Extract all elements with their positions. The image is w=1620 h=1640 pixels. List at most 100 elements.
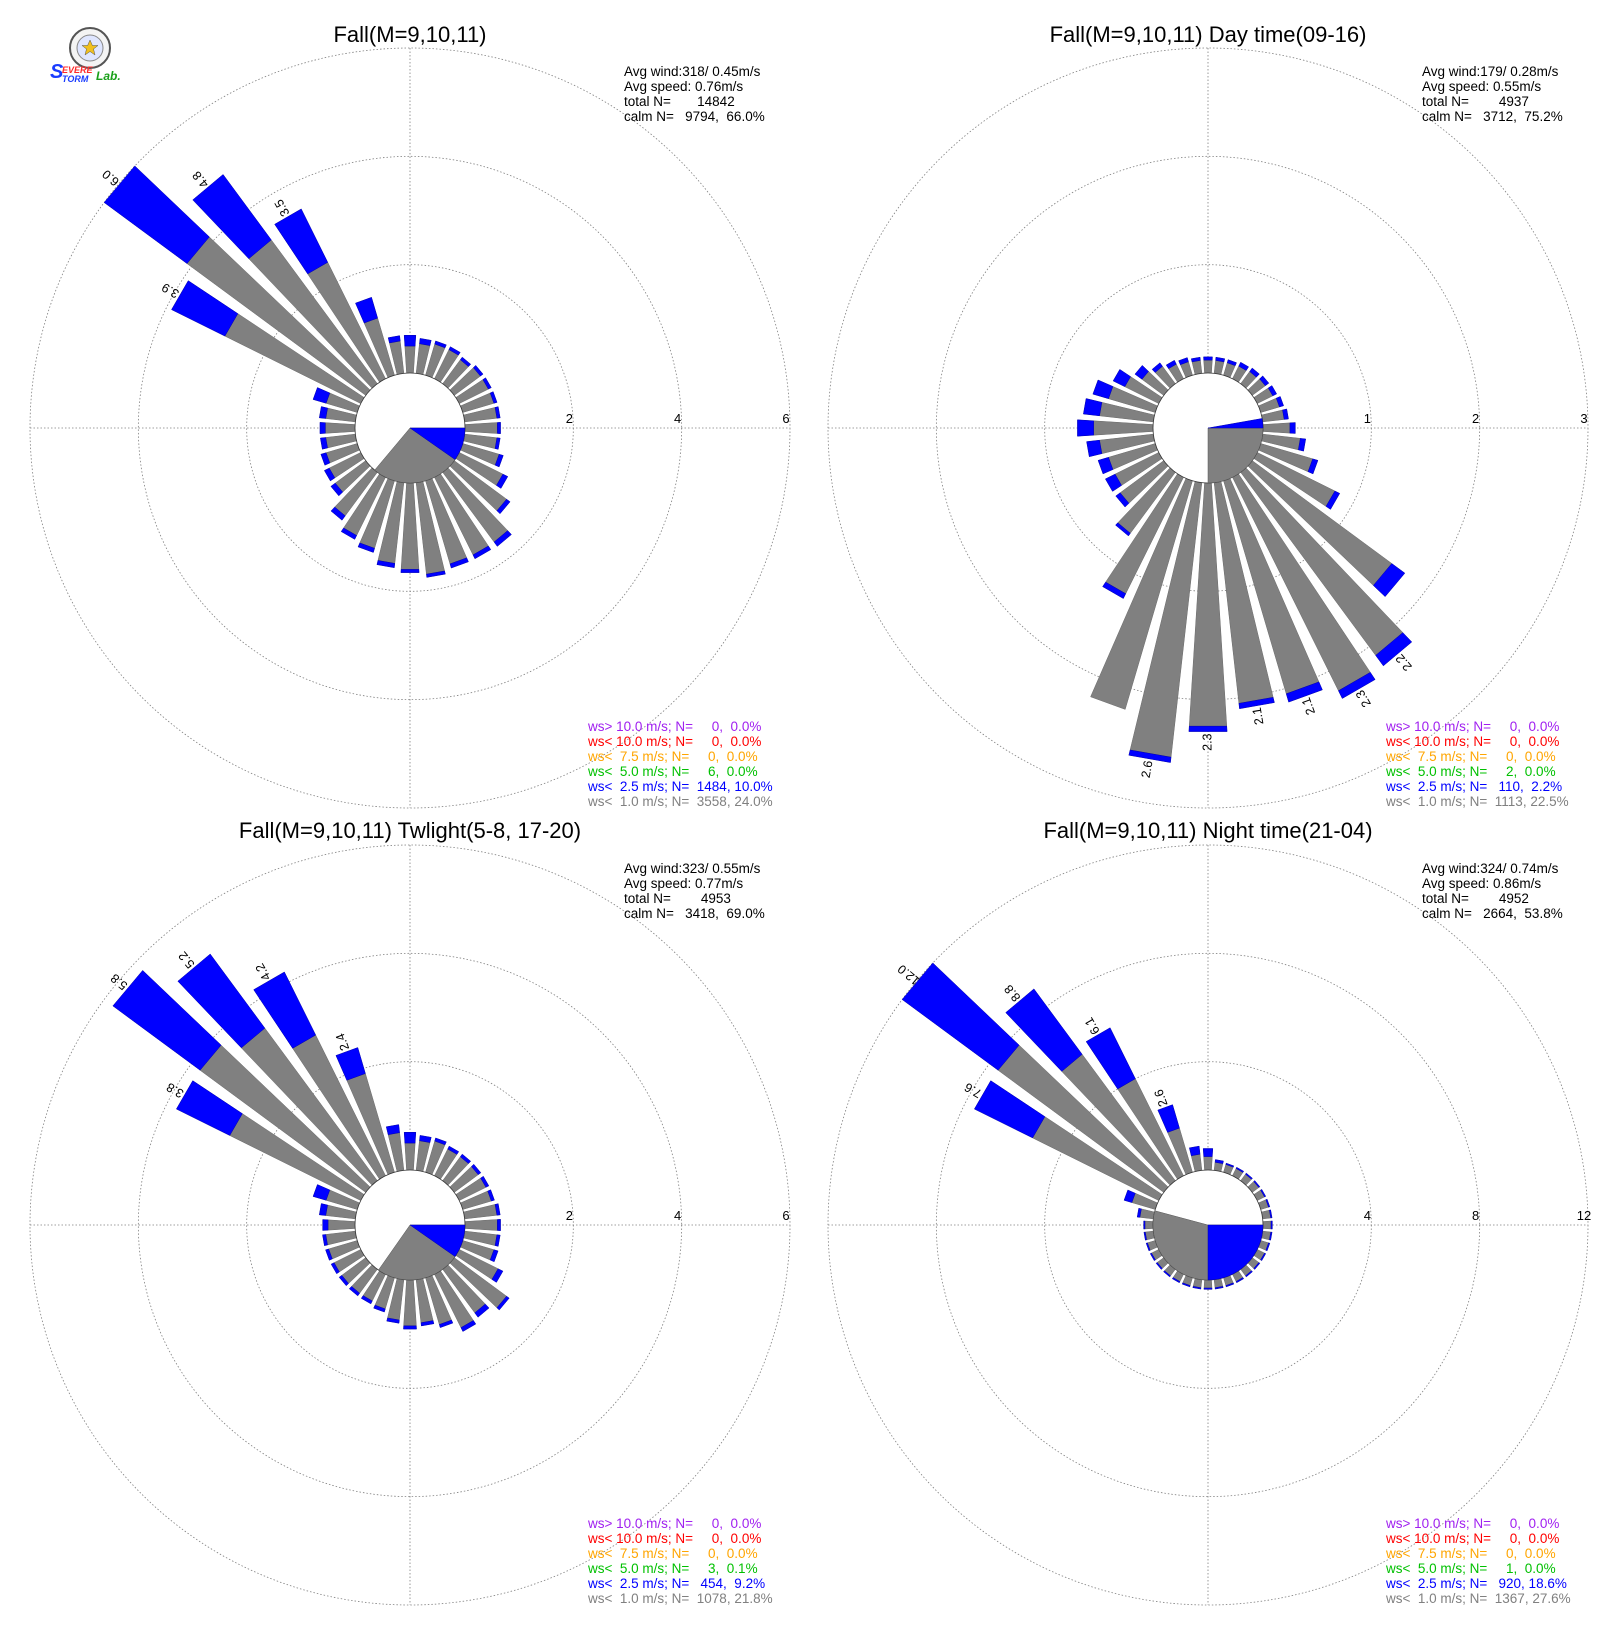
legend-row: ws< 2.5 m/s; N= 454, 9.2% [587, 1576, 765, 1591]
logo-evere: EVERE [62, 65, 94, 75]
petal-low-segment [1260, 1188, 1267, 1198]
petal-low-segment [1226, 359, 1237, 367]
windrose-panel: Fall(M=9,10,11) Day time(09-16)1 2 32.22.3… [827, 22, 1589, 809]
petal-low-segment [1267, 385, 1278, 397]
petal-low-segment [487, 1189, 495, 1202]
info-line: Avg wind:179/ 0.28m/s [1422, 64, 1559, 79]
petal-calm-segment [1191, 360, 1203, 375]
panel-title: Fall(M=9,10,11) Night time(21-04) [1043, 818, 1372, 843]
petal-low-segment [1238, 361, 1249, 371]
petal-calm-segment [1139, 1208, 1155, 1220]
info-line: total N= 14842 [624, 94, 735, 109]
info-line: calm N= 3418, 69.0% [624, 906, 765, 921]
info-line: Avg speed: 0.55m/s [1422, 79, 1541, 94]
petal-low-segment [1134, 365, 1149, 380]
petal-low-segment [419, 338, 432, 346]
petal-low-segment [357, 542, 375, 553]
petal-low-segment [335, 1047, 366, 1081]
ring-label: 12 [1577, 1208, 1591, 1223]
petal-low-segment [419, 1135, 432, 1143]
petal-low-segment [1249, 367, 1260, 378]
petal-low-segment [103, 165, 210, 264]
petal-low-segment [320, 452, 331, 466]
legend-row: ws< 10.0 m/s; N= 0, 0.0% [1385, 1531, 1559, 1546]
petal-low-segment [373, 1304, 386, 1313]
petal-low-segment [1225, 1282, 1235, 1288]
petal-low-segment [438, 1319, 454, 1328]
petal-low-segment [1269, 1231, 1273, 1241]
legend-row: ws> 10.0 m/s; N= 0, 0.0% [1385, 719, 1559, 734]
info-line: calm N= 2664, 53.8% [1422, 906, 1563, 921]
petal-low-segment [494, 1203, 501, 1216]
legend-row: ws> 10.0 m/s; N= 0, 0.0% [1385, 1516, 1559, 1531]
petal-low-segment [494, 1234, 501, 1247]
petal-calm-segment [1213, 360, 1225, 375]
petal-low-segment [901, 962, 1020, 1071]
legend-row: ws< 2.5 m/s; N= 1484, 10.0% [587, 779, 773, 794]
ring-label: 3 [1580, 411, 1587, 426]
petal-low-segment [974, 1080, 1046, 1139]
ring-label: 8 [1472, 1208, 1479, 1223]
petal-low-segment [420, 1320, 435, 1327]
petal-low-segment [403, 1325, 417, 1330]
petal-low-segment [274, 208, 329, 275]
petal-low-segment [493, 530, 512, 547]
petal-low-segment [497, 422, 501, 434]
legend-row: ws< 10.0 m/s; N= 0, 0.0% [1385, 734, 1559, 749]
info-line: Avg speed: 0.76m/s [624, 79, 743, 94]
petal-low-segment [434, 340, 447, 349]
petal-low-segment [1214, 1159, 1224, 1164]
legend-row: ws< 2.5 m/s; N= 110, 2.2% [1385, 779, 1562, 794]
petal-low-segment [1085, 1027, 1136, 1090]
petal-calm-segment [404, 1142, 416, 1171]
petal-low-segment [480, 1175, 490, 1188]
logo-s: S [50, 61, 64, 83]
info-line: Avg wind:324/ 0.74m/s [1422, 861, 1559, 876]
legend-row: ws< 5.0 m/s; N= 6, 0.0% [587, 764, 758, 779]
petal-low-segment [434, 1137, 447, 1146]
petal-value-label: 2.6 [1151, 1087, 1170, 1108]
petal-low-segment [320, 437, 328, 450]
petal-calm-segment [403, 1279, 417, 1327]
petal-calm-segment [1190, 1153, 1203, 1172]
info-line: calm N= 3712, 75.2% [1422, 109, 1563, 124]
petal-low-segment [1188, 725, 1228, 732]
petal-calm-segment [400, 482, 420, 570]
petal-low-segment [1282, 408, 1289, 420]
petal-low-segment [1285, 681, 1323, 703]
legend-row: ws< 5.0 m/s; N= 1, 0.0% [1385, 1561, 1556, 1576]
petal-low-segment [253, 971, 317, 1049]
info-line: Avg speed: 0.77m/s [624, 876, 743, 891]
petal-low-segment [385, 1124, 400, 1135]
info-line: Avg wind:323/ 0.55m/s [624, 861, 761, 876]
petal-low-segment [1102, 581, 1127, 599]
petal-low-segment [1115, 522, 1131, 537]
petal-low-segment [1260, 1252, 1267, 1262]
petal-low-segment [474, 1303, 490, 1318]
petal-low-segment [318, 406, 328, 419]
petal-low-segment [1325, 490, 1341, 510]
petal-low-segment [459, 356, 472, 367]
petal-low-segment [449, 557, 469, 569]
legend-row: ws< 1.0 m/s; N= 3558, 24.0% [587, 794, 773, 809]
petal-calm-segment [1203, 359, 1213, 374]
petal-low-segment [1275, 396, 1284, 408]
legend-row: ws< 5.0 m/s; N= 2, 0.0% [1385, 764, 1556, 779]
petal-low-segment [1214, 1286, 1224, 1290]
petal-low-segment [1097, 456, 1114, 475]
legend-row: ws< 1.0 m/s; N= 1367, 27.6% [1385, 1591, 1571, 1606]
petal-calm-segment [325, 422, 356, 434]
petal-low-segment [460, 1320, 477, 1332]
petal-low-segment [171, 280, 239, 337]
petal-low-segment [319, 422, 326, 434]
legend-row: ws< 10.0 m/s; N= 0, 0.0% [587, 734, 761, 749]
petal-low-segment [1092, 379, 1114, 400]
petal-low-segment [323, 467, 336, 482]
petal-calm-segment [1262, 1220, 1272, 1230]
petal-low-segment [1115, 492, 1130, 508]
ring-label: 6 [782, 1208, 789, 1223]
info-line: total N= 4952 [1422, 891, 1529, 906]
petal-low-segment [330, 482, 344, 497]
logo-torm: TORM [62, 74, 89, 84]
